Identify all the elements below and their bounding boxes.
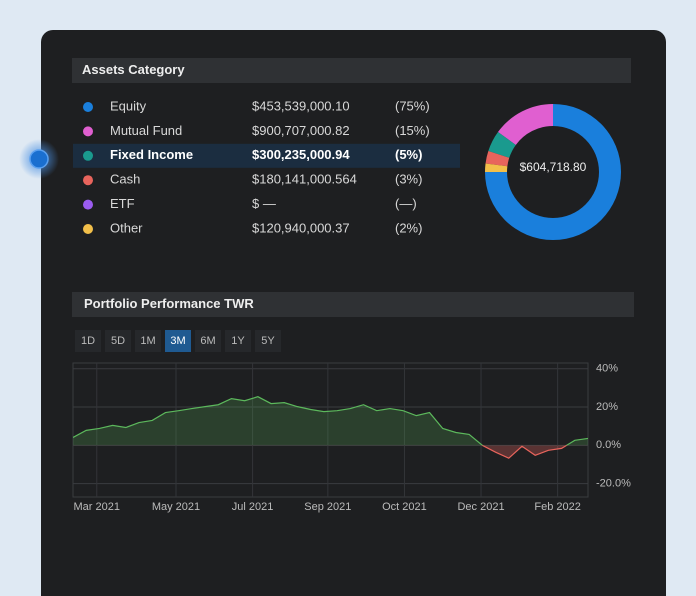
amount: $300,235,000.94 — [252, 147, 350, 162]
amount: $ — — [252, 196, 276, 211]
range-label[interactable]: 1M — [140, 335, 155, 347]
amount: $900,707,000.82 — [252, 123, 350, 138]
center-label: $604,718.80 — [520, 160, 587, 174]
header-bar — [72, 292, 634, 317]
range-button[interactable] — [135, 330, 161, 352]
x-tick-label: Oct 2021 — [382, 501, 427, 513]
x-tick-label: May 2021 — [152, 501, 200, 513]
percent-label: (2%) — [395, 220, 422, 235]
amount: $180,141,000.564 — [252, 172, 357, 187]
section-title: Portfolio Performance TWR — [84, 296, 254, 311]
amount: $453,539,000.10 — [252, 98, 350, 113]
range-label[interactable]: 1D — [81, 335, 95, 347]
y-tick-label: 0.0% — [596, 439, 621, 451]
donut-slice[interactable] — [497, 104, 553, 145]
plot-frame — [72, 362, 589, 498]
donut-slice[interactable] — [488, 132, 516, 158]
range-button[interactable] — [75, 330, 101, 352]
legend-marker — [83, 126, 93, 137]
y-tick-label: 40% — [596, 363, 618, 375]
legend-marker — [83, 224, 93, 234]
percent-label: (5%) — [395, 147, 422, 162]
range-button[interactable] — [165, 330, 191, 352]
legend-marker — [83, 175, 93, 186]
x-tick-label: Mar 2021 — [74, 501, 120, 513]
range-label[interactable]: 5D — [111, 335, 125, 347]
legend-marker — [83, 199, 93, 210]
row-highlight — [73, 143, 460, 168]
category-label[interactable]: Cash — [110, 172, 140, 187]
x-tick-label: Sep 2021 — [304, 501, 351, 513]
y-tick-label: 20% — [596, 401, 618, 413]
legend-marker — [83, 102, 93, 112]
donut-slice[interactable] — [485, 104, 621, 240]
range-label[interactable]: 1Y — [231, 335, 245, 347]
percent-label: (—) — [395, 196, 417, 211]
range-button[interactable] — [255, 330, 281, 352]
percent-label: (3%) — [395, 172, 422, 187]
x-tick-label: Feb 2022 — [534, 501, 580, 513]
category-label[interactable]: Other — [110, 220, 143, 235]
donut-slice[interactable] — [485, 163, 508, 172]
x-tick-label: Dec 2021 — [457, 501, 504, 513]
amount: $120,940,000.37 — [252, 220, 350, 235]
range-label[interactable]: 6M — [200, 335, 215, 347]
line-positive — [73, 396, 588, 446]
range-button[interactable] — [195, 330, 221, 352]
category-label[interactable]: Fixed Income — [110, 147, 193, 162]
range-button[interactable] — [105, 330, 131, 352]
range-button[interactable] — [225, 330, 251, 352]
legend-marker — [83, 150, 93, 161]
percent-label: (75%) — [395, 98, 430, 113]
section-title: Assets Category — [82, 62, 185, 77]
handle[interactable] — [29, 149, 49, 169]
range-label[interactable]: 3M — [170, 335, 185, 347]
y-tick-label: -20.0% — [596, 478, 631, 490]
line-negative — [481, 445, 568, 459]
category-label[interactable]: ETF — [110, 196, 135, 211]
range-label[interactable]: 5Y — [261, 335, 275, 347]
header-bar — [72, 58, 631, 83]
category-label[interactable]: Equity — [110, 98, 147, 113]
donut-slice[interactable] — [485, 150, 510, 167]
area-negative — [482, 445, 567, 459]
category-label[interactable]: Mutual Fund — [110, 123, 182, 138]
x-tick-label: Jul 2021 — [232, 501, 274, 513]
percent-label: (15%) — [395, 123, 430, 138]
